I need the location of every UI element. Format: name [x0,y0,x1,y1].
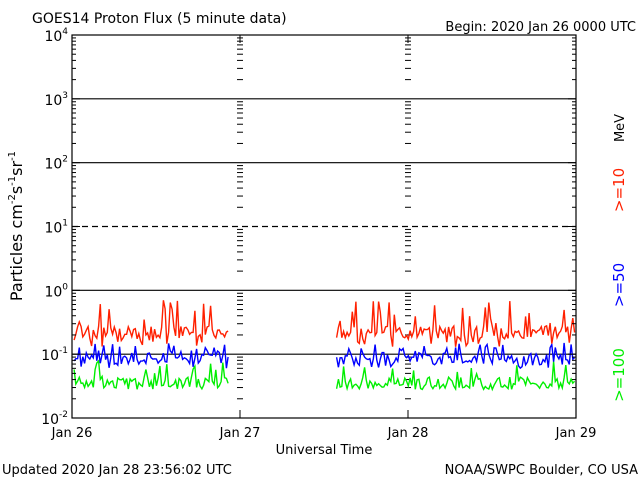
y-tick-label: 10-1 [41,346,68,364]
series-line [335,301,576,348]
series-line [335,342,576,370]
y-tick-base: 10 [41,348,59,364]
x-tick-label: Jan 27 [219,426,261,441]
updated-timestamp: Updated 2020 Jan 28 23:56:02 UTC [2,463,232,478]
y-axis-label-part: sr [7,161,26,176]
series-layer [73,300,576,392]
legend-unit-label: MeV [613,114,628,142]
y-tick-exponent: 0 [62,282,68,292]
y-tick-label: 102 [44,155,68,173]
y-axis-label-exponent: -2 [7,194,18,204]
y-tick-exponent: 3 [62,91,68,101]
threshold-lines [72,98,576,355]
y-tick-label: 101 [44,219,68,237]
y-tick-base: 10 [41,412,59,428]
y-tick-base: 10 [44,221,62,237]
legend: >=10 >=50 >=100 MeV [610,114,628,402]
y-axis-label-exponent: -1 [7,151,18,161]
y-tick-exponent: 4 [62,27,68,37]
y-tick-base: 10 [44,29,62,45]
credit-label: NOAA/SWPC Boulder, CO USA [445,463,638,478]
y-tick-label: 103 [44,91,68,109]
begin-label: Begin: 2020 Jan 26 0000 UTC [445,20,636,35]
legend-entry: >=10 [610,168,628,212]
y-axis-label-part: Particles cm [7,204,26,301]
series-line [335,361,576,392]
y-tick-label: 100 [44,282,68,300]
legend-entry: >=100 [610,348,628,402]
y-axis-label-part: s [7,186,26,194]
y-tick-exponent: 2 [62,155,68,165]
y-tick-base: 10 [44,93,62,109]
x-tick-label: Jan 26 [51,426,93,441]
x-tick-label: Jan 28 [387,426,429,441]
series-line [73,300,229,347]
y-axis-label: Particles cm-2s-1sr-1 [7,151,26,301]
x-tick-label: Jan 29 [555,426,597,441]
y-tick-label: 104 [44,27,68,45]
legend-entry: >=50 [610,263,628,307]
y-tick-exponent: -2 [59,410,68,420]
y-tick-base: 10 [44,284,62,300]
y-tick-exponent: 1 [62,219,68,229]
axis-ticks [71,34,577,419]
x-axis-label: Universal Time [276,443,373,458]
series-line [73,343,229,369]
x-tick-labels: Jan 26 Jan 27 Jan 28 Jan 29 [51,426,597,441]
y-axis-label-exponent: -1 [7,176,18,186]
chart-title: GOES14 Proton Flux (5 minute data) [32,11,287,27]
series-line [73,359,229,391]
y-tick-base: 10 [44,157,62,173]
y-tick-exponent: -1 [59,346,68,356]
y-tick-label: 10-2 [41,410,68,428]
